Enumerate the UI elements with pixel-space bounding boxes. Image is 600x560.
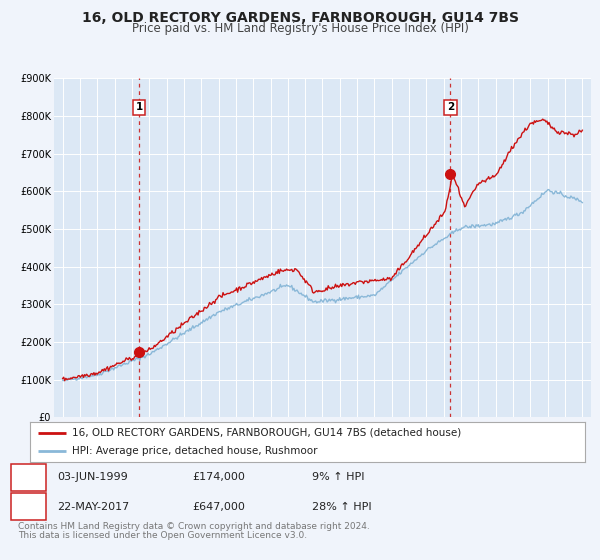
Text: 9% ↑ HPI: 9% ↑ HPI	[312, 473, 365, 482]
FancyBboxPatch shape	[11, 493, 46, 520]
Text: £174,000: £174,000	[192, 473, 245, 482]
Text: 16, OLD RECTORY GARDENS, FARNBOROUGH, GU14 7BS: 16, OLD RECTORY GARDENS, FARNBOROUGH, GU…	[82, 11, 518, 25]
Text: 2: 2	[447, 102, 454, 112]
Text: 03-JUN-1999: 03-JUN-1999	[57, 473, 128, 482]
FancyBboxPatch shape	[11, 464, 46, 491]
Text: 1: 1	[136, 102, 143, 112]
Text: 28% ↑ HPI: 28% ↑ HPI	[312, 502, 371, 511]
Text: £647,000: £647,000	[192, 502, 245, 511]
Text: HPI: Average price, detached house, Rushmoor: HPI: Average price, detached house, Rush…	[71, 446, 317, 456]
Text: 2: 2	[25, 502, 32, 511]
Text: 16, OLD RECTORY GARDENS, FARNBOROUGH, GU14 7BS (detached house): 16, OLD RECTORY GARDENS, FARNBOROUGH, GU…	[71, 428, 461, 437]
Text: 1: 1	[25, 473, 32, 482]
Text: Price paid vs. HM Land Registry's House Price Index (HPI): Price paid vs. HM Land Registry's House …	[131, 22, 469, 35]
Text: This data is licensed under the Open Government Licence v3.0.: This data is licensed under the Open Gov…	[18, 531, 307, 540]
Text: 22-MAY-2017: 22-MAY-2017	[57, 502, 129, 511]
Text: Contains HM Land Registry data © Crown copyright and database right 2024.: Contains HM Land Registry data © Crown c…	[18, 522, 370, 531]
